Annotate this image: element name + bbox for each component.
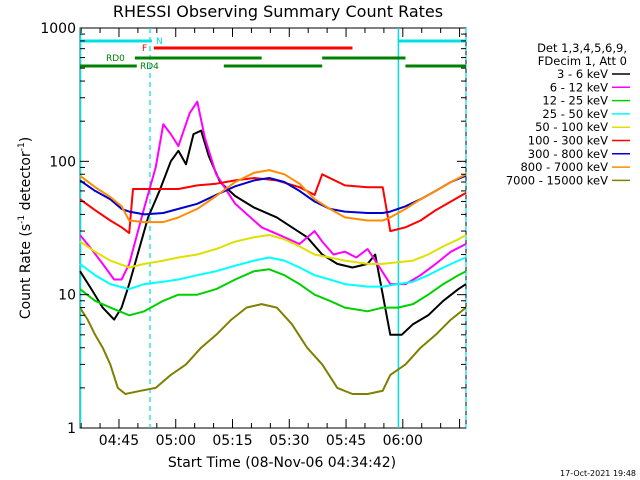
y-axis-label-part1: Count Rate (s bbox=[18, 224, 34, 319]
series-line bbox=[79, 303, 467, 395]
series-layer bbox=[79, 100, 467, 395]
series-line bbox=[79, 256, 467, 291]
legend-entry-label: 25 - 50 keV bbox=[542, 107, 608, 121]
series-line bbox=[79, 129, 467, 336]
vertical-markers bbox=[79, 28, 467, 428]
series-line bbox=[79, 173, 467, 234]
legend-entry-label: 100 - 300 keV bbox=[528, 134, 608, 148]
x-axis: 04:45 05:00 05:15 05:30 05:45 06:00 bbox=[80, 28, 461, 449]
y-tick-label: 1 bbox=[67, 421, 76, 437]
y-axis-label-part3: ) bbox=[18, 137, 34, 142]
flag-label-f: F bbox=[142, 44, 147, 54]
y-axis-label: Count Rate (s-1 detector-1) bbox=[17, 137, 34, 319]
series-line bbox=[79, 174, 467, 216]
legend: Det 1,3,4,5,6,9, FDecim 1, Att 0 3 - 6 k… bbox=[506, 41, 630, 187]
y-tick-label: 1000 bbox=[40, 21, 76, 37]
series-line bbox=[79, 169, 467, 224]
x-tick-label: 05:45 bbox=[326, 433, 366, 449]
flag-label-n: N bbox=[156, 37, 163, 47]
x-tick-label: 04:45 bbox=[99, 433, 139, 449]
legend-header-line1: Det 1,3,4,5,6,9, bbox=[537, 41, 627, 55]
x-tick-label: 06:00 bbox=[383, 433, 423, 449]
timestamp: 17-Oct-2021 19:48 bbox=[560, 469, 636, 478]
y-tick-label: 10 bbox=[58, 288, 76, 304]
y-tick-label: 100 bbox=[49, 154, 76, 170]
y-axis-label-sup2: -1 bbox=[17, 142, 27, 151]
series-line bbox=[79, 268, 467, 317]
x-tick-label: 05:15 bbox=[212, 433, 252, 449]
legend-entry-label: 6 - 12 keV bbox=[550, 80, 608, 94]
y-axis-label-part2: detector bbox=[18, 151, 34, 215]
legend-entry-label: 800 - 7000 keV bbox=[520, 160, 608, 174]
legend-entry-label: 300 - 800 keV bbox=[528, 147, 608, 161]
legend-entry-label: 7000 - 15000 keV bbox=[506, 173, 608, 187]
chart-title: RHESSI Observing Summary Count Rates bbox=[113, 2, 443, 21]
legend-entry-label: 3 - 6 keV bbox=[557, 67, 608, 81]
x-tick-label: 05:00 bbox=[156, 433, 196, 449]
y-axis: 1 10 100 1000 bbox=[40, 21, 466, 437]
y-axis-label-sup1: -1 bbox=[17, 215, 27, 224]
x-tick-label: 05:30 bbox=[269, 433, 309, 449]
series-line bbox=[79, 100, 467, 286]
flag-label-rd4: RD4 bbox=[140, 62, 159, 72]
legend-entry-label: 50 - 100 keV bbox=[535, 120, 608, 134]
x-axis-label: Start Time (08-Nov-06 04:34:42) bbox=[168, 455, 396, 471]
flag-label-rd0: RD0 bbox=[106, 54, 125, 64]
legend-entry-label: 12 - 25 keV bbox=[542, 94, 608, 108]
flag-bars: NF RD0 RD4 bbox=[80, 37, 466, 72]
legend-header-line2: FDecim 1, Att 0 bbox=[538, 54, 627, 68]
series-line bbox=[79, 234, 467, 269]
